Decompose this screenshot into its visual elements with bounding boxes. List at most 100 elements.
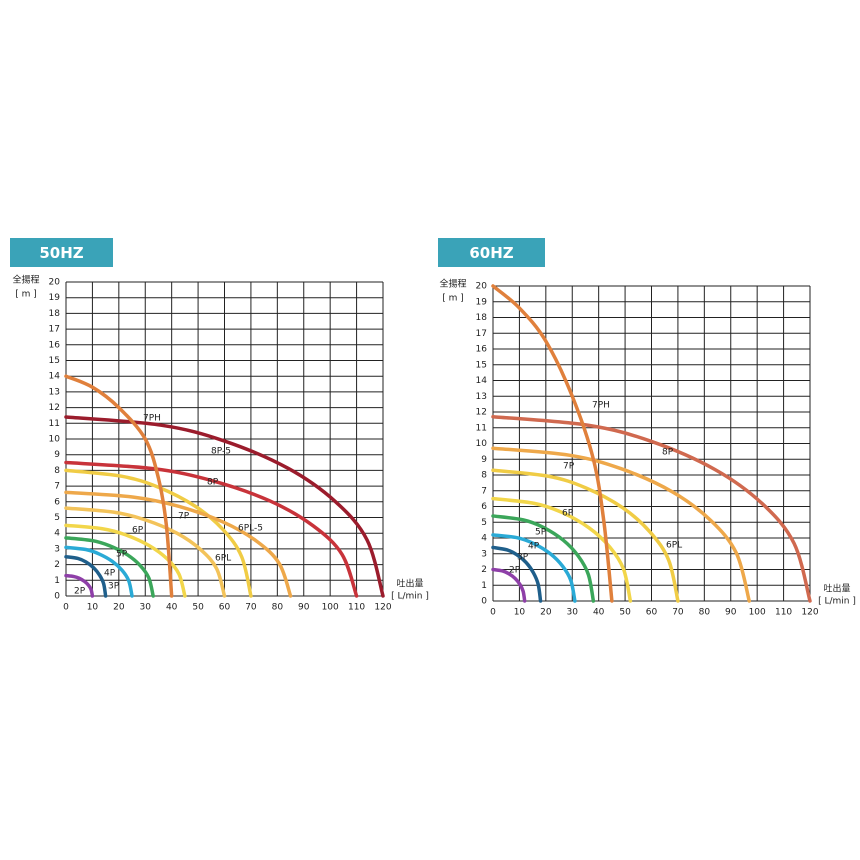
y-tick-label: 19: [49, 293, 61, 303]
y-tick-label: 2: [54, 560, 60, 570]
curve-label: 6PL: [215, 554, 231, 564]
pump-curve: [64, 374, 174, 598]
x-axis-title: 吐出量: [823, 583, 850, 595]
y-tick-label: 19: [476, 297, 488, 307]
y-tick-label: 1: [54, 576, 60, 586]
x-tick-label: 70: [672, 608, 684, 618]
pump-curve: [491, 284, 614, 603]
y-tick-label: 18: [476, 313, 488, 323]
curve-label: 8P-5: [211, 447, 231, 457]
y-tick-label: 8: [481, 471, 487, 481]
pump-curve: [491, 567, 527, 603]
x-tick-label: 70: [245, 603, 257, 613]
x-tick-label: 40: [593, 608, 605, 618]
pump-curve: [491, 514, 596, 603]
y-tick-label: 12: [476, 408, 487, 418]
y-axis-title: 全揚程: [439, 278, 466, 290]
y-tick-label: 9: [481, 455, 487, 465]
x-tick-label: 20: [540, 608, 552, 618]
x-axis-unit: [ L/min ]: [818, 597, 856, 607]
pump-curve: [64, 536, 155, 598]
x-tick-label: 60: [219, 603, 231, 613]
y-tick-label: 20: [476, 282, 488, 292]
curve-label: 4P: [528, 542, 540, 552]
x-tick-label: 50: [192, 603, 204, 613]
curve-label: 7PH: [143, 414, 161, 424]
pump-curve: [64, 490, 293, 598]
y-tick-label: 10: [49, 435, 61, 445]
y-tick-label: 15: [49, 356, 60, 366]
x-tick-label: 80: [272, 603, 284, 613]
y-tick-label: 13: [49, 387, 60, 397]
y-axis-unit: [ m ]: [442, 294, 464, 304]
x-tick-label: 40: [166, 603, 178, 613]
x-tick-label: 30: [140, 603, 152, 613]
y-tick-label: 9: [54, 450, 60, 460]
y-tick-label: 12: [49, 403, 60, 413]
pump-curve: [491, 414, 812, 603]
pump-curve: [64, 545, 134, 598]
y-axis-unit: [ m ]: [15, 290, 37, 300]
curve-label: 2P: [74, 587, 86, 597]
y-tick-label: 16: [476, 345, 488, 355]
y-tick-label: 20: [49, 278, 61, 288]
title-box: [10, 238, 113, 267]
y-tick-label: 0: [54, 592, 60, 602]
curve-label: 5P: [116, 550, 128, 560]
curve-label: 6PL-5: [238, 524, 263, 534]
x-tick-label: 100: [749, 608, 766, 618]
y-tick-label: 15: [476, 360, 487, 370]
y-tick-label: 13: [476, 392, 487, 402]
pump-curve: [64, 468, 253, 598]
pump-curve: [491, 446, 751, 603]
curve-label: 6PL: [666, 541, 682, 551]
y-tick-label: 8: [54, 466, 60, 476]
y-tick-label: 1: [481, 581, 487, 591]
y-tick-label: 2: [481, 565, 487, 575]
y-axis-title: 全揚程: [12, 274, 39, 286]
x-tick-label: 20: [113, 603, 125, 613]
x-tick-label: 10: [87, 603, 99, 613]
y-tick-label: 4: [54, 529, 60, 539]
y-tick-label: 0: [481, 597, 487, 607]
y-tick-label: 6: [481, 502, 487, 512]
x-tick-label: 120: [374, 603, 391, 613]
curve-label: 6P: [132, 526, 144, 536]
curve-label: 7P: [563, 462, 575, 472]
x-tick-label: 0: [63, 603, 69, 613]
y-tick-label: 6: [54, 497, 60, 507]
pump-curve: [491, 496, 633, 603]
x-tick-label: 120: [801, 608, 818, 618]
y-tick-label: 14: [476, 376, 488, 386]
pump-curve: [491, 533, 577, 603]
x-tick-label: 100: [322, 603, 339, 613]
y-tick-label: 3: [481, 549, 487, 559]
chart-title: 50HZ: [39, 244, 83, 262]
pump-curve: [64, 506, 227, 598]
pump-curve: [64, 460, 359, 598]
x-tick-label: 80: [699, 608, 711, 618]
pump-curve: [64, 415, 385, 598]
x-tick-label: 10: [514, 608, 526, 618]
curve-label: 2P: [509, 566, 521, 576]
curve-label: 3P: [517, 553, 529, 563]
curve-label: 8P: [662, 448, 674, 458]
curve-label: 4P: [104, 569, 116, 579]
x-tick-label: 30: [567, 608, 579, 618]
curve-label: 5P: [535, 528, 547, 538]
y-tick-label: 14: [49, 372, 61, 382]
y-tick-label: 11: [49, 419, 60, 429]
x-axis-title: 吐出量: [396, 578, 423, 590]
x-tick-label: 110: [348, 603, 365, 613]
y-tick-label: 11: [476, 423, 487, 433]
curve-label: 7PH: [592, 401, 610, 411]
y-tick-label: 10: [476, 439, 488, 449]
x-tick-label: 90: [298, 603, 310, 613]
y-tick-label: 17: [49, 325, 60, 335]
y-tick-label: 5: [54, 513, 60, 523]
x-tick-label: 90: [725, 608, 737, 618]
x-tick-label: 0: [490, 608, 496, 618]
pump-curve: [64, 523, 187, 598]
